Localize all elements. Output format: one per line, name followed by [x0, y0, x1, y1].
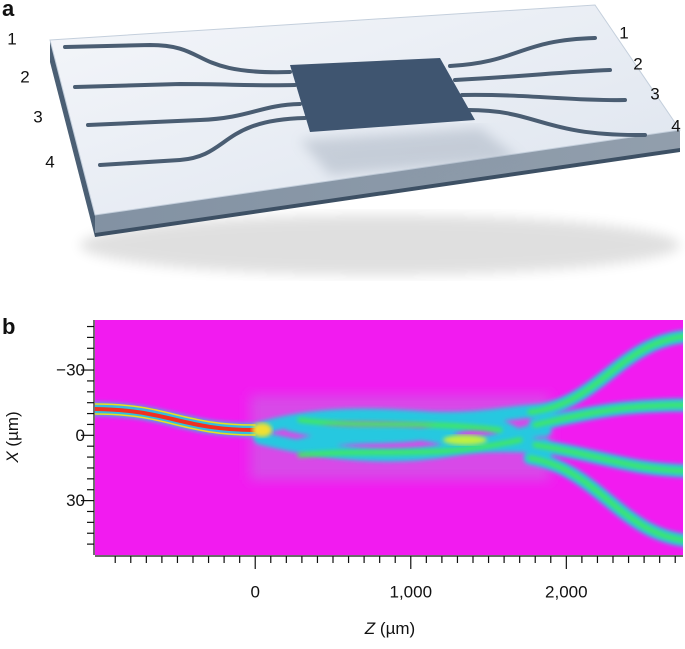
x-tick-label: 1,000: [390, 582, 433, 601]
panel-label: b: [2, 314, 15, 339]
port-label: 4: [45, 152, 54, 171]
port-label: 4: [671, 116, 680, 135]
x-tick-label: 2,000: [545, 582, 588, 601]
y-tick-label: −30: [56, 361, 85, 380]
x-axis-title: Z (µm): [364, 619, 415, 638]
port-label: 3: [33, 107, 42, 126]
port-label: 2: [633, 54, 642, 73]
port-label: 3: [650, 84, 659, 103]
y-axis-title: X (µm): [3, 411, 22, 463]
field-map: [95, 320, 683, 555]
port-label: 2: [20, 67, 29, 86]
x-axis-symbol: Z: [364, 619, 376, 638]
y-axis-symbol: X: [3, 451, 22, 464]
panel-label: a: [2, 0, 15, 21]
y-tick-label: 30: [66, 491, 85, 510]
port-label: 1: [619, 23, 628, 42]
y-axis-unit: (µm): [3, 411, 22, 446]
y-tick-label: 0: [76, 426, 85, 445]
x-tick-label: 0: [250, 582, 259, 601]
port-label: 1: [7, 29, 16, 48]
x-axis-unit: (µm): [380, 619, 415, 638]
chip-illustration: [49, 4, 681, 275]
